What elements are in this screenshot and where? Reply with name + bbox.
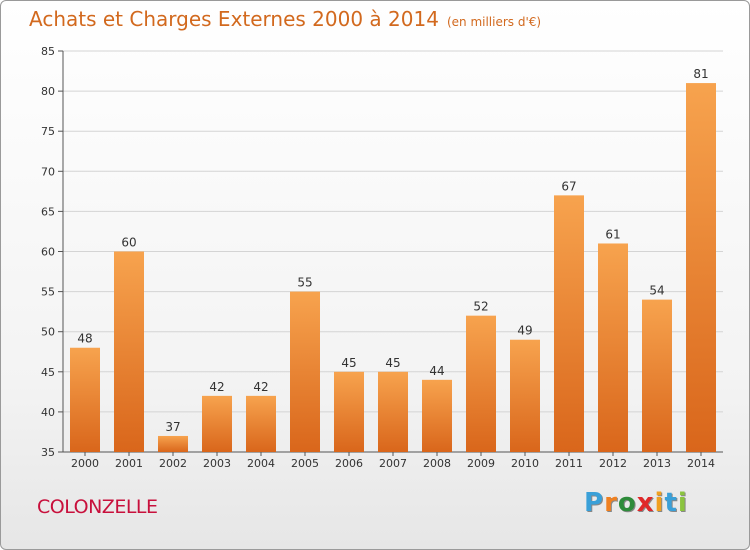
x-tick-label-2004: 2004 — [247, 457, 275, 470]
y-tick-label: 55 — [41, 286, 55, 299]
data-label-2003: 42 — [209, 380, 224, 394]
x-tick-label-2014: 2014 — [687, 457, 715, 470]
bar-2002 — [158, 435, 188, 452]
x-tick-label-2012: 2012 — [599, 457, 627, 470]
x-tick-label-2010: 2010 — [511, 457, 539, 470]
logo-letter: P — [584, 488, 605, 518]
data-label-2011: 67 — [561, 179, 576, 193]
bar-2001 — [114, 251, 144, 452]
y-tick-label: 35 — [41, 446, 55, 459]
x-tick-label-2003: 2003 — [203, 457, 231, 470]
x-tick-label-2013: 2013 — [643, 457, 671, 470]
bar-2014 — [686, 83, 716, 452]
bar-2012 — [598, 243, 628, 452]
data-label-2002: 37 — [165, 420, 180, 434]
data-label-2009: 52 — [473, 300, 488, 314]
logo-letter: o — [617, 488, 637, 518]
data-label-2008: 44 — [429, 364, 444, 378]
y-tick-label: 80 — [41, 85, 55, 98]
x-tick-label-2001: 2001 — [115, 457, 143, 470]
x-tick-label-2006: 2006 — [335, 457, 363, 470]
x-tick-label-2007: 2007 — [379, 457, 407, 470]
x-tick-label-2011: 2011 — [555, 457, 583, 470]
proxiti-logo[interactable]: Proxiti — [584, 488, 688, 518]
data-label-2005: 55 — [297, 276, 312, 290]
chart-title: Achats et Charges Externes 2000 à 2014 (e… — [29, 7, 541, 31]
bar-2009 — [466, 315, 496, 452]
y-tick-label: 70 — [41, 165, 55, 178]
data-label-2001: 60 — [121, 236, 136, 250]
bar-2006 — [334, 371, 364, 452]
bar-2007 — [378, 371, 408, 452]
logo-letter: i — [677, 488, 688, 518]
data-label-2000: 48 — [77, 332, 92, 346]
bar-2011 — [554, 195, 584, 453]
bar-2005 — [290, 291, 320, 452]
chart-title-text: Achats et Charges Externes 2000 à 2014 — [29, 7, 439, 31]
data-label-2004: 42 — [253, 380, 268, 394]
bar-2013 — [642, 299, 672, 452]
x-tick-label-2002: 2002 — [159, 457, 187, 470]
logo-letter: t — [664, 488, 678, 518]
bar-2004 — [246, 395, 276, 452]
y-tick-label: 50 — [41, 326, 55, 339]
y-tick-label: 65 — [41, 205, 55, 218]
x-tick-label-2009: 2009 — [467, 457, 495, 470]
y-tick-label: 40 — [41, 406, 55, 419]
data-label-2012: 61 — [605, 227, 620, 241]
y-tick-label: 75 — [41, 125, 55, 138]
y-tick-label: 45 — [41, 366, 55, 379]
place-name: COLONZELLE — [37, 496, 158, 518]
bars — [70, 83, 716, 453]
data-label-2013: 54 — [649, 284, 664, 298]
bar-2003 — [202, 395, 232, 452]
bar-2000 — [70, 347, 100, 452]
y-tick-label: 85 — [41, 45, 55, 58]
chart-unit-label: (en milliers d'€) — [446, 15, 542, 29]
logo-letter: r — [604, 488, 618, 518]
labels: 48 2000 60 2001 37 2002 42 2003 42 2004 55 2005 45 20… — [71, 67, 715, 470]
data-label-2007: 45 — [385, 356, 400, 370]
x-tick-label-2008: 2008 — [423, 457, 451, 470]
logo-letter: x — [636, 488, 655, 518]
x-tick-label-2005: 2005 — [291, 457, 319, 470]
logo-letter: i — [654, 488, 665, 518]
data-label-2010: 49 — [517, 324, 532, 338]
bar-2010 — [510, 339, 540, 452]
x-tick-label-2000: 2000 — [71, 457, 99, 470]
data-label-2014: 81 — [693, 67, 708, 81]
data-label-2006: 45 — [341, 356, 356, 370]
y-tick-label: 60 — [41, 246, 55, 259]
bar-2008 — [422, 379, 452, 452]
